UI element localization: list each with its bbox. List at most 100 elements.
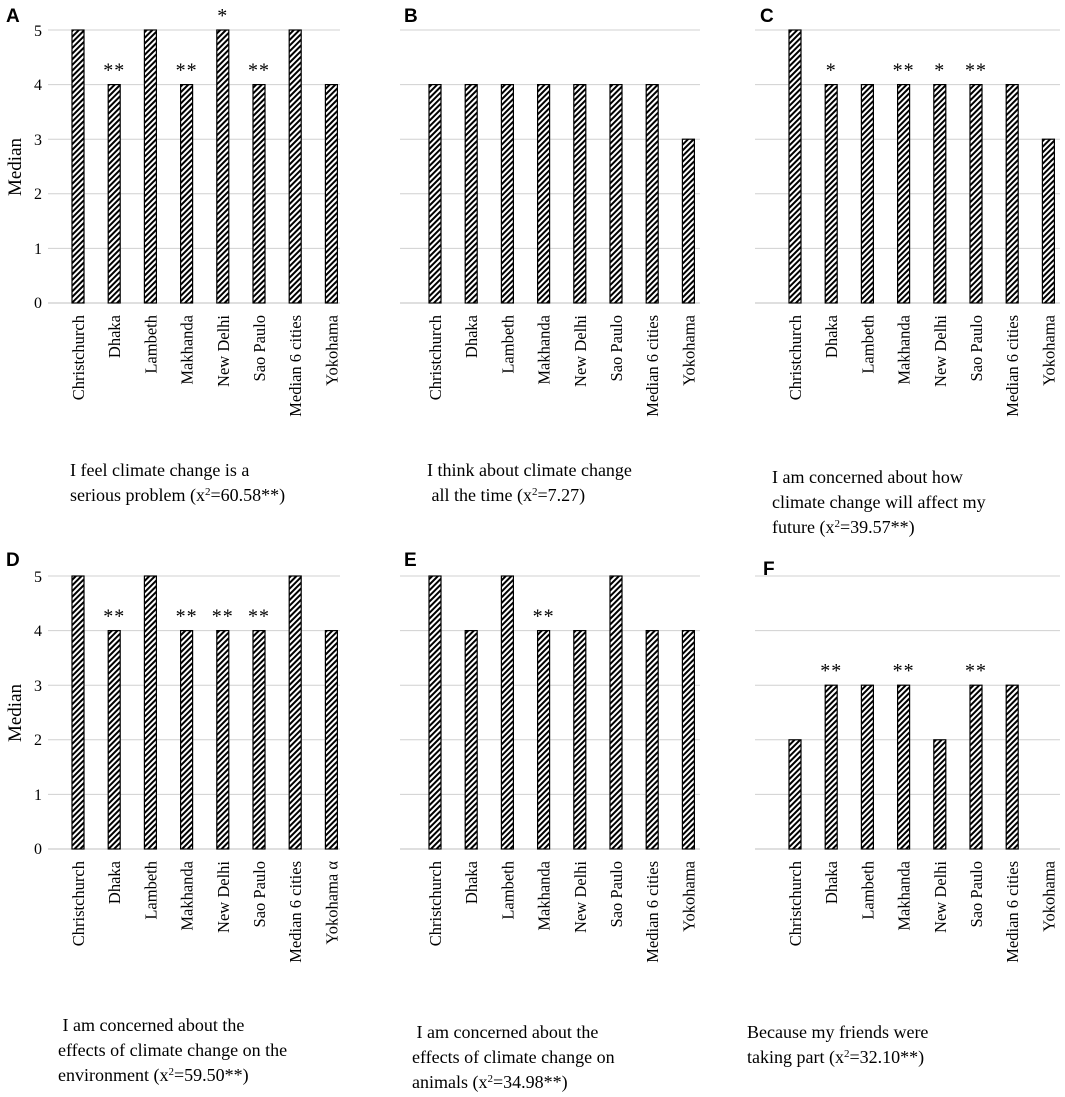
panel-d-category-label-6: Median 6 cities — [286, 861, 305, 963]
caption-e-line2: effects of climate change on — [412, 1047, 615, 1067]
panel-a-bar-3 — [180, 83, 194, 304]
panel-b-category-label-5: Sao Paulo — [607, 315, 626, 381]
panel-d-bar-7 — [324, 629, 338, 850]
y-tick-top-0: 0 — [34, 295, 42, 312]
panel-a-plot: Christchurch ** Dhaka Lambeth ** Makhanda * New… — [48, 5, 341, 417]
panel-b-category-label-0: Christchurch — [426, 314, 445, 400]
panel-f-significance-1: ** — [820, 660, 842, 682]
caption-d: I am concerned about the effects of clim… — [58, 1013, 287, 1088]
caption-a-sup: 2 — [204, 486, 211, 498]
caption-b-line2-pre: all the time (x — [427, 485, 532, 505]
panel-f-plot: Christchurch ** Dhaka Lambeth ** Makhanda New … — [755, 575, 1060, 963]
panel-f-bar-0 — [788, 739, 802, 850]
panel-e-category-label-3: Makhanda — [535, 860, 554, 930]
panel-d-significance-4: ** — [212, 606, 234, 628]
panel-a-category-label-3: Makhanda — [178, 314, 197, 384]
caption-d-sup: 2 — [168, 1066, 174, 1078]
panel-e-category-label-5: Sao Paulo — [607, 861, 626, 927]
panel-e-category-label-2: Lambeth — [498, 860, 517, 919]
panel-c-category-label-6: Median 6 cities — [1003, 315, 1022, 417]
caption-a: I feel climate change is a serious probl… — [70, 458, 285, 508]
panel-c-bar-6 — [1005, 83, 1019, 304]
y-tick-top-1: 1 — [34, 241, 42, 258]
panel-c-significance-3: ** — [893, 60, 915, 82]
panel-c-bar-5 — [969, 83, 983, 304]
panel-a-significance-5: ** — [248, 60, 270, 82]
panel-d-category-label-0: Christchurch — [69, 860, 88, 946]
panel-d-bar-1 — [107, 629, 121, 850]
panel-b-bar-7 — [681, 138, 696, 304]
panel-c-category-label-1: Dhaka — [822, 314, 841, 358]
y-tick-bottom-1: 1 — [34, 787, 42, 804]
panel-e-category-label-0: Christchurch — [426, 860, 445, 946]
caption-e-sup: 2 — [487, 1073, 493, 1085]
panel-d-bar-6 — [288, 575, 302, 850]
panel-f-bar-2 — [860, 684, 875, 850]
panel-c-bar-2 — [860, 83, 875, 304]
panel-d-significance-1: ** — [103, 606, 125, 628]
panel-e-bar-2 — [500, 575, 514, 850]
panel-a-bar-0 — [71, 29, 85, 304]
panel-a-bar-1 — [107, 83, 121, 304]
panel-c-plot: Christchurch * Dhaka Lambeth ** Makhanda * New … — [755, 29, 1060, 417]
panel-letter-e: E — [404, 550, 417, 571]
panel-d-bar-4 — [216, 629, 230, 850]
panel-b-bar-4 — [573, 83, 587, 304]
panel-d-plot: Christchurch ** Dhaka Lambeth ** Makhanda ** Ne… — [48, 575, 341, 963]
y-tick-top-2: 2 — [34, 186, 42, 203]
panel-c-significance-1: * — [826, 60, 837, 82]
caption-d-line1: I am concerned about the — [58, 1015, 245, 1035]
panel-e-category-label-4: New Delhi — [571, 861, 590, 933]
panel-b-category-label-6: Median 6 cities — [643, 315, 662, 417]
caption-e-line1: I am concerned about the — [412, 1022, 599, 1042]
panel-e-significance-3: ** — [533, 606, 555, 628]
panel-letter-c: C — [760, 6, 774, 27]
panel-f-category-label-4: New Delhi — [931, 861, 950, 933]
y-tick-bottom-3: 3 — [34, 678, 42, 695]
panel-a-category-label-6: Median 6 cities — [286, 315, 305, 417]
y-tick-bottom-0: 0 — [34, 841, 42, 858]
y-tick-bottom-4: 4 — [34, 623, 42, 640]
panel-d-bar-0 — [71, 575, 85, 850]
panel-b-category-label-2: Lambeth — [498, 314, 517, 373]
panel-b-category-label-1: Dhaka — [462, 314, 481, 358]
panel-d-bar-5 — [252, 629, 266, 850]
panel-a-category-label-2: Lambeth — [141, 314, 160, 373]
panel-a-significance-3: ** — [176, 60, 198, 82]
y-tick-bottom-2: 2 — [34, 732, 42, 749]
caption-c-line3-pre: future (x — [772, 517, 835, 537]
panel-b-plot: Christchurch Dhaka Lambeth Makhanda New Delh… — [400, 29, 700, 417]
y-axis-label-bottom: Median — [5, 683, 26, 742]
panel-a-bar-7 — [324, 83, 338, 304]
panel-letter-f: F — [763, 559, 775, 580]
panel-a-category-label-5: Sao Paulo — [250, 315, 269, 381]
panel-f-category-label-1: Dhaka — [822, 860, 841, 904]
panel-b-category-label-3: Makhanda — [535, 314, 554, 384]
y-tick-top-3: 3 — [34, 132, 42, 149]
panel-d-category-label-5: Sao Paulo — [250, 861, 269, 927]
panel-d-category-label-3: Makhanda — [178, 860, 197, 930]
panel-f-category-label-7: Yokohama — [1039, 860, 1058, 931]
caption-d-line3-post: =59.50**) — [173, 1065, 249, 1085]
panel-e-bar-5 — [609, 575, 623, 850]
panel-d-category-label-7: Yokohama α — [322, 861, 341, 945]
caption-c-line2: climate change will affect my — [772, 492, 986, 512]
caption-c-line1: I am concerned about how — [772, 467, 963, 487]
panel-f-bar-3 — [896, 684, 911, 850]
panel-letter-b: B — [404, 6, 418, 27]
panel-a-significance-1: ** — [103, 60, 125, 82]
panel-c-bar-4 — [933, 83, 947, 304]
panel-f-category-label-3: Makhanda — [895, 860, 914, 930]
caption-e-line3-post: =34.98**) — [492, 1072, 568, 1092]
caption-c-line3-post: =39.57**) — [839, 517, 915, 537]
caption-f-line2-post: =32.10**) — [849, 1047, 925, 1067]
panel-d-category-label-4: New Delhi — [214, 861, 233, 933]
panel-e-bar-7 — [681, 629, 696, 850]
panel-d-significance-5: ** — [248, 606, 270, 628]
panel-a-bar-6 — [288, 29, 302, 304]
panel-f-significance-3: ** — [893, 660, 915, 682]
caption-b-sup: 2 — [531, 486, 538, 498]
caption-a-line2-pre: serious problem (x — [70, 485, 205, 505]
panel-d-significance-3: ** — [176, 606, 198, 628]
panel-c-category-label-0: Christchurch — [786, 314, 805, 400]
